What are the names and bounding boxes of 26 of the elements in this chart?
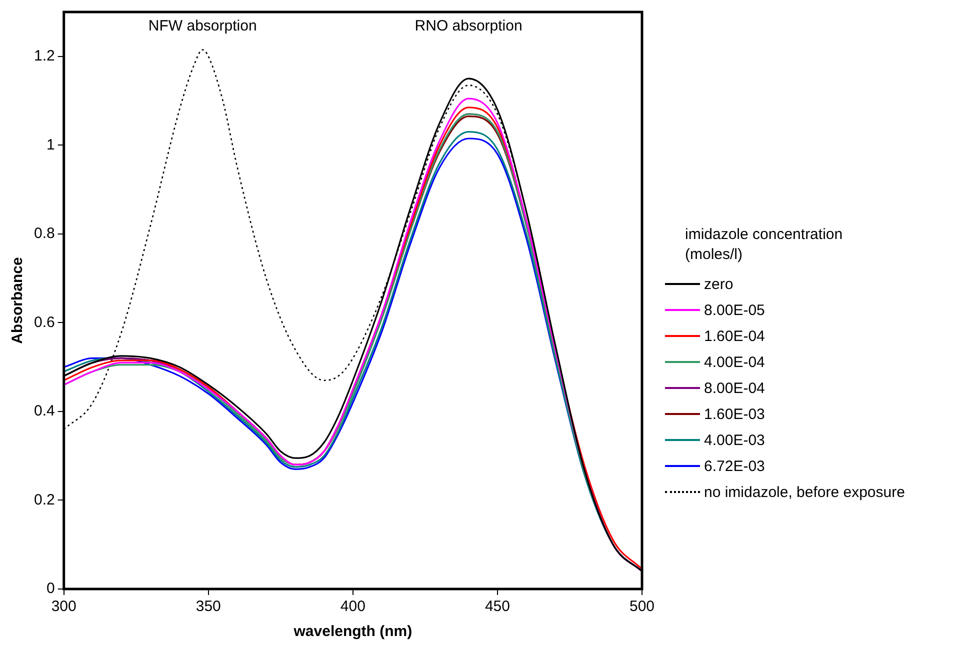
legend-label: no imidazole, before exposure: [704, 484, 905, 500]
legend-label: 1.60E-04: [704, 328, 765, 344]
y-tick-label: 0: [46, 580, 55, 598]
x-axis-title: wavelength (nm): [292, 623, 412, 640]
legend-label: zero: [704, 276, 734, 292]
x-tick-label: 300: [51, 598, 76, 616]
legend-label: 1.60E-03: [704, 406, 765, 422]
y-axis-title: Absorbance: [9, 257, 26, 344]
x-tick-label: 400: [340, 598, 366, 616]
x-tick-label: 350: [196, 598, 221, 616]
y-tick-label: 0.4: [34, 402, 55, 420]
legend-label: 4.00E-04: [704, 354, 765, 370]
annotation: RNO absorption: [414, 18, 522, 35]
y-tick-label: 0.8: [34, 225, 55, 242]
legend-label: 8.00E-05: [704, 302, 765, 318]
y-tick-label: 0.6: [34, 314, 55, 331]
x-tick-label: 450: [484, 598, 510, 616]
y-tick-label: 0.2: [34, 491, 55, 508]
annotation: NFW absorption: [148, 18, 257, 35]
legend-title: imidazole concentration (moles/l): [685, 225, 844, 265]
y-tick-label: 1: [46, 136, 55, 154]
y-tick-label: 1.2: [34, 48, 55, 65]
legend-label: 4.00E-03: [704, 432, 765, 448]
x-tick-label: 500: [629, 598, 655, 616]
legend-label: 6.72E-03: [704, 458, 765, 474]
legend-label: 8.00E-04: [704, 380, 765, 396]
